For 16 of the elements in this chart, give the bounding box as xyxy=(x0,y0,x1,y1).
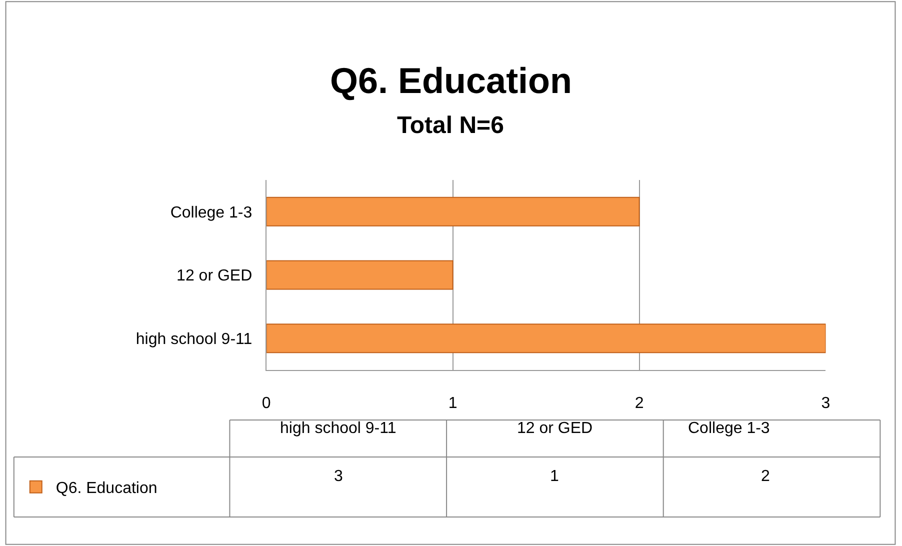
chart-subtitle: Total N=6 xyxy=(397,112,504,139)
category-label: 12 or GED xyxy=(517,420,593,437)
text: 1 xyxy=(550,468,559,485)
x-tick-label: 1 xyxy=(448,395,458,412)
category-label: College 1-3 xyxy=(688,420,770,437)
text: 2 xyxy=(761,468,770,485)
x-tick-label: 2 xyxy=(634,395,644,412)
x-tick-label: 0 xyxy=(262,395,271,412)
category-label: high school 9-11 xyxy=(280,420,396,437)
y-tick-label: 12 or GED xyxy=(176,268,252,285)
x-tick-label: 3 xyxy=(821,395,830,412)
text: 3 xyxy=(334,468,343,485)
y-tick-label: College 1-3 xyxy=(170,204,252,222)
chart-title: Q6. Education xyxy=(330,60,572,101)
y-tick-label: high school 9-11 xyxy=(136,330,252,348)
legend-label: Q6. Education xyxy=(56,480,158,498)
